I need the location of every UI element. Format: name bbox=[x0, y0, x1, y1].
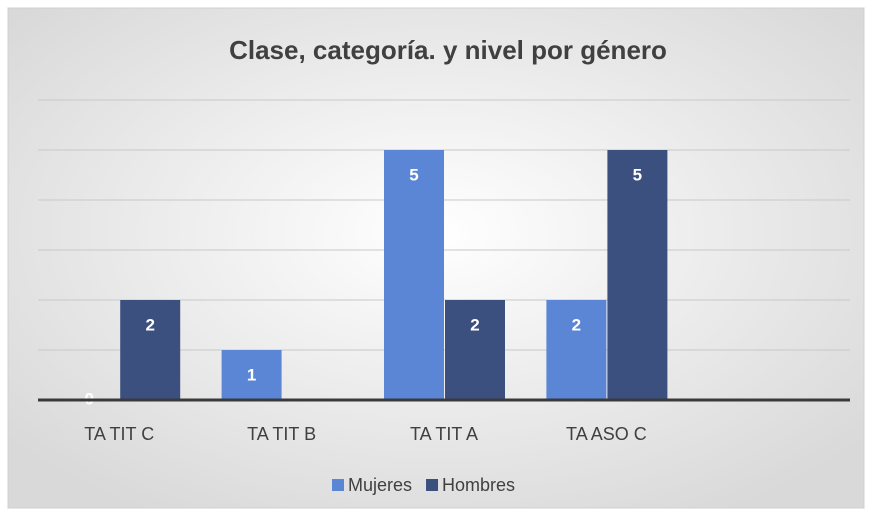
data-label: 2 bbox=[572, 315, 581, 334]
bar bbox=[384, 150, 444, 400]
bar bbox=[221, 350, 282, 400]
bar bbox=[445, 300, 505, 400]
chart-title: Clase, categoría. y nivel por género bbox=[229, 35, 667, 65]
x-tick-label: TA TIT B bbox=[247, 424, 316, 444]
legend-label: Mujeres bbox=[348, 475, 412, 495]
bar bbox=[120, 300, 181, 400]
x-tick-label: TA ASO C bbox=[566, 424, 647, 444]
bar bbox=[607, 150, 668, 400]
legend-label: Hombres bbox=[442, 475, 515, 495]
x-tick-label: TA TIT C bbox=[84, 424, 154, 444]
data-label: 2 bbox=[145, 315, 154, 334]
legend-swatch bbox=[332, 479, 344, 491]
data-label: 5 bbox=[409, 165, 418, 184]
data-label: 5 bbox=[633, 165, 642, 184]
legend-swatch bbox=[426, 479, 439, 491]
x-tick-label: TA TIT A bbox=[410, 424, 478, 444]
bar bbox=[546, 300, 607, 400]
data-label: 1 bbox=[247, 365, 256, 384]
data-label: 2 bbox=[470, 315, 479, 334]
